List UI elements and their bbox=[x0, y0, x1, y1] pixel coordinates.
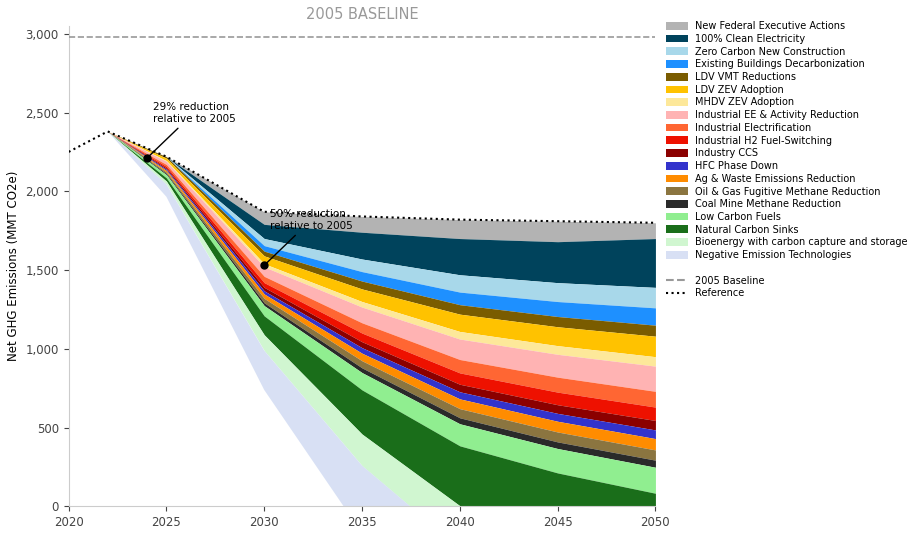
Legend: New Federal Executive Actions, 100% Clean Electricity, Zero Carbon New Construct: New Federal Executive Actions, 100% Clea… bbox=[666, 21, 908, 299]
Text: 29% reduction
relative to 2005: 29% reduction relative to 2005 bbox=[148, 102, 235, 157]
Y-axis label: Net GHG Emissions (MMT CO2e): Net GHG Emissions (MMT CO2e) bbox=[7, 171, 20, 361]
Title: 2005 BASELINE: 2005 BASELINE bbox=[306, 7, 419, 22]
Text: 50% reduction
relative to 2005: 50% reduction relative to 2005 bbox=[267, 209, 353, 263]
